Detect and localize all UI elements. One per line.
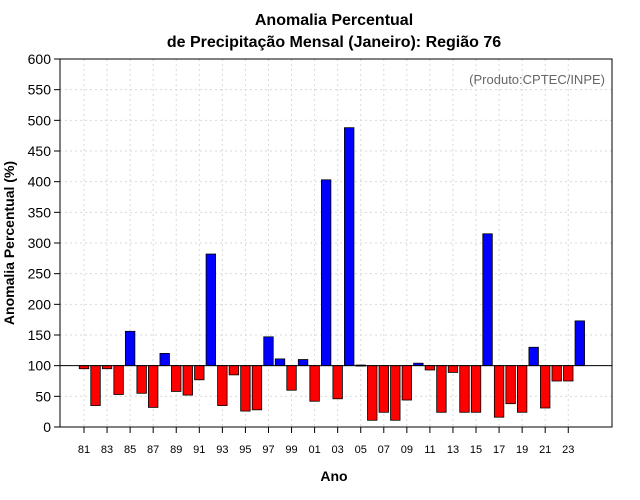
bar-20 (528, 346, 539, 367)
y-tick-label-2: 100 (28, 358, 52, 374)
bar-89 (171, 365, 182, 392)
bar-87 (148, 365, 159, 408)
bar-95 (240, 365, 251, 412)
bar-90 (182, 365, 193, 396)
bar-08 (390, 365, 401, 421)
bar-82 (90, 365, 101, 406)
credit-label: (Produto:CPTEC/INPE) (469, 72, 605, 87)
y-tick-label-9: 450 (28, 143, 52, 159)
x-axis-ticks: 81 83 85 87 89 91 93 95 97 99 01 03 05 07 09 11 13 15 17 19… (78, 427, 574, 456)
bar-17 (493, 365, 505, 418)
x-tick-label-9: 99 (285, 444, 297, 456)
y-tick-label-1: 50 (35, 388, 51, 404)
y-tick-label-0: 0 (43, 419, 51, 435)
x-tick-label-12: 05 (355, 444, 367, 456)
bar-13 (447, 365, 459, 373)
bar-84 (113, 365, 124, 395)
y-tick-label-4: 200 (28, 296, 52, 312)
y-tick-label-8: 400 (28, 174, 52, 190)
x-tick-label-5: 91 (193, 444, 205, 456)
y-axis-ticks: 0 50 100 150 200 250 300 350 400 450 500 550 600 (28, 51, 60, 435)
bars (78, 127, 585, 421)
bar-01 (309, 365, 320, 402)
bar-03 (332, 365, 343, 400)
x-tick-label-18: 17 (493, 444, 505, 456)
x-tick-label-3: 87 (147, 444, 159, 456)
x-tick-label-11: 03 (332, 444, 344, 456)
y-tick-label-12: 600 (28, 51, 52, 67)
bar-86 (136, 365, 147, 394)
bar-92 (205, 253, 216, 367)
x-tick-label-1: 83 (101, 444, 113, 456)
x-tick-label-15: 11 (424, 444, 435, 456)
x-tick-label-8: 97 (262, 444, 274, 456)
bar-97 (263, 336, 274, 367)
y-tick-label-3: 150 (28, 327, 52, 343)
bar-18 (505, 365, 516, 405)
y-axis-label: Anomalia Percentual (%) (1, 161, 17, 325)
x-tick-label-17: 15 (470, 444, 482, 456)
chart-title-line1: Anomalia Percentual (255, 12, 413, 29)
bar-04 (344, 127, 355, 367)
bar-11 (424, 365, 436, 371)
x-tick-label-0: 81 (78, 444, 90, 456)
bar-15 (470, 365, 482, 413)
x-tick-label-10: 01 (308, 444, 320, 456)
bar-16 (482, 233, 493, 367)
bar-19 (516, 365, 528, 413)
x-tick-label-21: 23 (562, 444, 574, 456)
bar-24 (574, 320, 585, 367)
bar-99 (286, 365, 297, 391)
bar-93 (217, 365, 228, 406)
chart-title-line2: de Precipitação Mensal (Janeiro): Região… (167, 34, 501, 51)
x-tick-label-2: 85 (124, 444, 136, 456)
x-tick-label-4: 89 (170, 444, 182, 456)
y-tick-label-5: 250 (28, 266, 52, 282)
bar-21 (540, 365, 551, 409)
bar-14 (459, 365, 470, 413)
x-tick-label-14: 09 (401, 444, 413, 456)
bar-06 (367, 365, 378, 421)
bar-94 (228, 365, 240, 376)
x-tick-label-16: 13 (447, 444, 459, 456)
bar-88 (159, 352, 170, 367)
bar-02 (320, 179, 332, 367)
bar-98 (274, 358, 286, 367)
y-tick-label-10: 500 (28, 112, 52, 128)
x-tick-label-20: 21 (539, 444, 551, 456)
bar-91 (194, 365, 205, 381)
bar-23 (563, 365, 574, 382)
bar-12 (436, 365, 447, 413)
x-tick-label-13: 07 (378, 444, 390, 456)
plot-area-border (59, 58, 613, 428)
bar-00 (297, 359, 309, 367)
x-axis-label: Ano (320, 468, 347, 484)
y-tick-label-11: 550 (28, 82, 52, 98)
x-tick-label-19: 19 (516, 444, 528, 456)
bar-85 (124, 330, 136, 367)
y-tick-label-7: 350 (28, 204, 52, 220)
bar-22 (551, 365, 562, 382)
x-tick-label-6: 93 (216, 444, 228, 456)
bar-07 (378, 365, 389, 413)
bar-96 (251, 365, 263, 411)
y-tick-label-6: 300 (28, 235, 52, 251)
bar-09 (401, 365, 412, 401)
x-tick-label-7: 95 (239, 444, 251, 456)
